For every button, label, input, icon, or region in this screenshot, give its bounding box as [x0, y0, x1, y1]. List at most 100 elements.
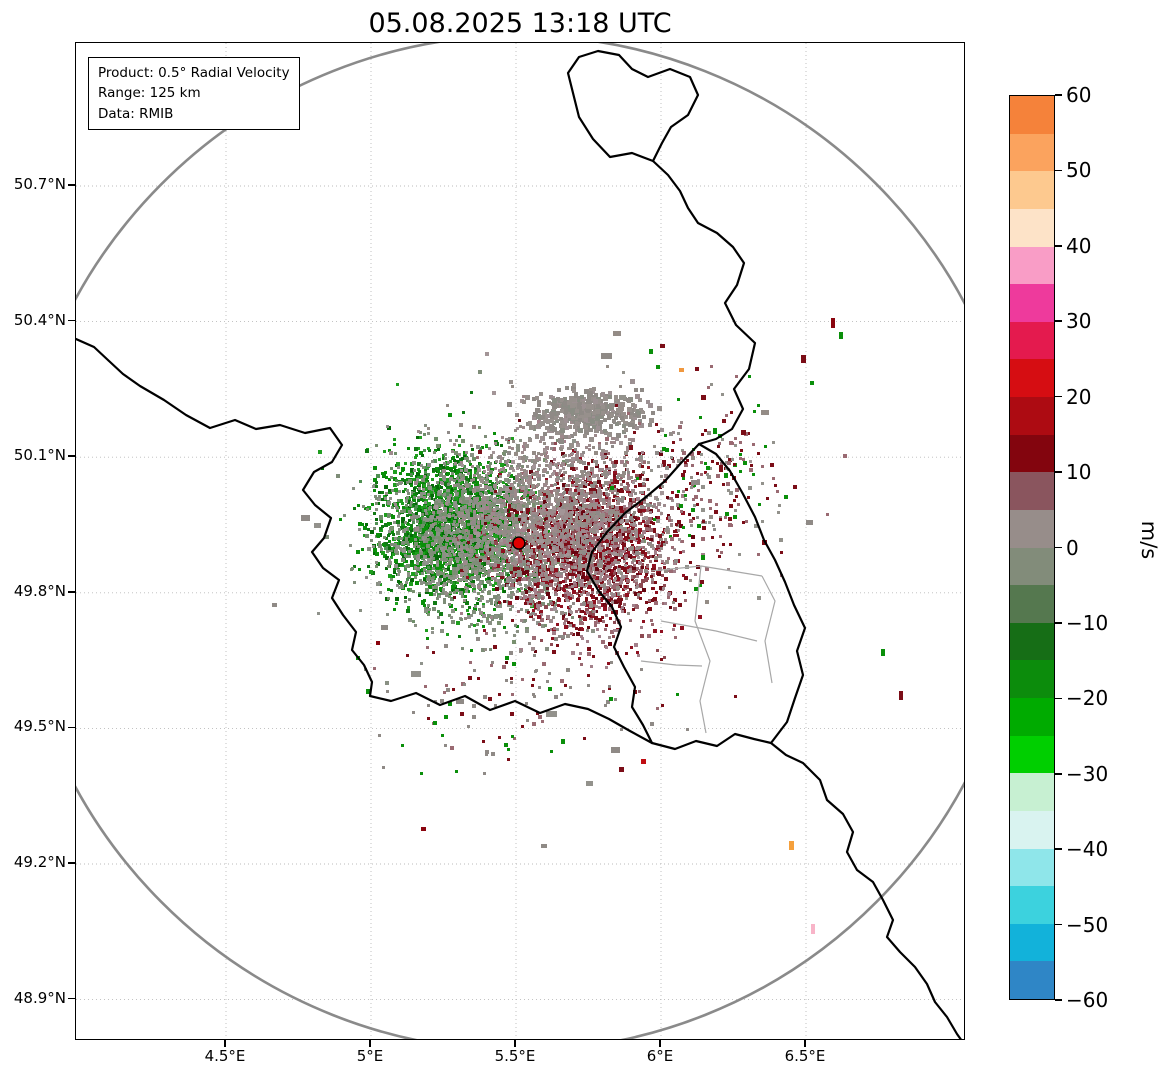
echo-speckle	[741, 430, 746, 435]
echo-speckle	[660, 344, 665, 348]
info-box: Product: 0.5° Radial Velocity Range: 125…	[88, 57, 300, 130]
colorbar-tick-label: 10	[1066, 460, 1092, 485]
echo-speckle	[806, 520, 813, 525]
echo-speckle	[611, 747, 620, 753]
echo-speckle	[314, 523, 321, 528]
echo-speckle	[601, 353, 612, 359]
colorbar-band	[1010, 321, 1054, 360]
colorbar-band	[1010, 171, 1054, 209]
echo-speckle	[421, 827, 426, 831]
colorbar-tick-mark	[1055, 622, 1062, 624]
radar-site-marker	[512, 536, 526, 550]
echo-speckle	[456, 699, 464, 704]
y-tick-label: 49.5°N	[13, 717, 66, 736]
figure-title: 05.08.2025 13:18 UTC	[368, 8, 672, 39]
colorbar-band	[1010, 585, 1054, 623]
echo-speckle	[613, 331, 621, 336]
country-borders	[76, 49, 962, 1039]
colorbar-tick-mark	[1055, 999, 1062, 1001]
colorbar-band	[1010, 133, 1054, 172]
colorbar-band	[1010, 848, 1054, 887]
region-border	[660, 620, 758, 642]
echo-speckle	[301, 515, 310, 521]
info-product-line: Product: 0.5° Radial Velocity	[98, 65, 290, 81]
colorbar-band	[1010, 923, 1054, 962]
colorbar-band	[1010, 810, 1054, 849]
colorbar-band	[1010, 284, 1054, 322]
colorbar-band	[1010, 773, 1054, 811]
colorbar-tick-mark	[1055, 772, 1062, 775]
echo-speckle	[679, 368, 684, 372]
colorbar-band	[1010, 246, 1054, 285]
echo-speckle	[789, 841, 794, 850]
echo-speckle	[724, 473, 728, 478]
colorbar-band	[1010, 359, 1054, 397]
y-tick-mark	[68, 862, 75, 864]
y-tick-label: 50.1°N	[13, 446, 66, 465]
echo-speckle	[421, 600, 425, 605]
colorbar-tick-mark	[1055, 848, 1062, 850]
x-tick-mark	[369, 1040, 371, 1047]
echo-speckle	[381, 625, 388, 630]
echo-speckle	[641, 759, 646, 764]
echo-speckle	[376, 641, 380, 645]
y-tick-mark	[68, 997, 75, 1000]
info-range-line: Range: 125 km	[98, 85, 201, 102]
colorbar-tick-mark	[1055, 471, 1062, 473]
y-tick-label: 48.9°N	[13, 988, 66, 1007]
y-tick-mark	[68, 726, 75, 729]
region-border	[761, 575, 776, 684]
x-tick-label: 5.5°E	[494, 1047, 536, 1065]
x-tick-label: 5°E	[356, 1047, 384, 1065]
colorbar-band	[1010, 397, 1054, 435]
colorbar-band	[1010, 735, 1054, 774]
map-plot: Product: 0.5° Radial Velocity Range: 125…	[75, 42, 965, 1040]
echo-speckle	[586, 781, 593, 786]
y-tick-label: 49.2°N	[13, 853, 66, 871]
echo-speckle	[619, 767, 624, 772]
colorbar-tick-label: −20	[1066, 686, 1109, 711]
x-tick-label: 4.5°E	[204, 1047, 246, 1065]
info-data-line: Data: RMIB	[98, 105, 174, 122]
country-border	[651, 159, 757, 446]
echo-speckle	[839, 332, 843, 339]
echo-speckle	[272, 603, 277, 607]
colorbar-tick-label: 60	[1066, 83, 1092, 107]
colorbar-band	[1010, 886, 1054, 924]
echo-speckle	[649, 349, 653, 354]
y-tick-mark	[68, 184, 75, 186]
colorbar-band	[1010, 961, 1054, 999]
radar-echoes	[272, 318, 903, 934]
echo-speckle	[691, 480, 700, 485]
colorbar-tick-mark	[1055, 546, 1062, 549]
map-canvas	[76, 43, 964, 1039]
colorbar	[1009, 95, 1055, 1000]
colorbar-band	[1010, 472, 1054, 510]
colorbar-tick-label: 30	[1066, 309, 1092, 334]
echo-speckle	[881, 649, 885, 656]
y-tick-label: 50.7°N	[13, 175, 66, 193]
colorbar-band	[1010, 509, 1054, 548]
colorbar-tick-mark	[1055, 923, 1062, 926]
echo-speckle	[899, 691, 903, 700]
y-tick-label: 50.4°N	[13, 310, 66, 329]
region-border	[694, 565, 711, 734]
colorbar-tick-mark	[1055, 395, 1062, 398]
colorbar-tick-label: −30	[1066, 761, 1109, 786]
x-tick-mark	[224, 1040, 226, 1047]
echo-speckle	[541, 844, 547, 848]
region-border	[640, 660, 703, 667]
colorbar-tick-label: −40	[1066, 837, 1109, 862]
x-tick-label: 6.5°E	[784, 1047, 826, 1065]
region-borders	[640, 565, 776, 734]
x-tick-label: 6°E	[646, 1047, 674, 1065]
radar-site-layer	[512, 536, 526, 550]
country-border	[769, 741, 962, 1039]
y-tick-mark	[68, 319, 75, 322]
echo-speckle	[411, 671, 421, 677]
echo-speckle	[761, 410, 769, 415]
echo-speckle	[701, 555, 705, 560]
country-border	[585, 442, 807, 751]
y-tick-mark	[68, 455, 75, 457]
